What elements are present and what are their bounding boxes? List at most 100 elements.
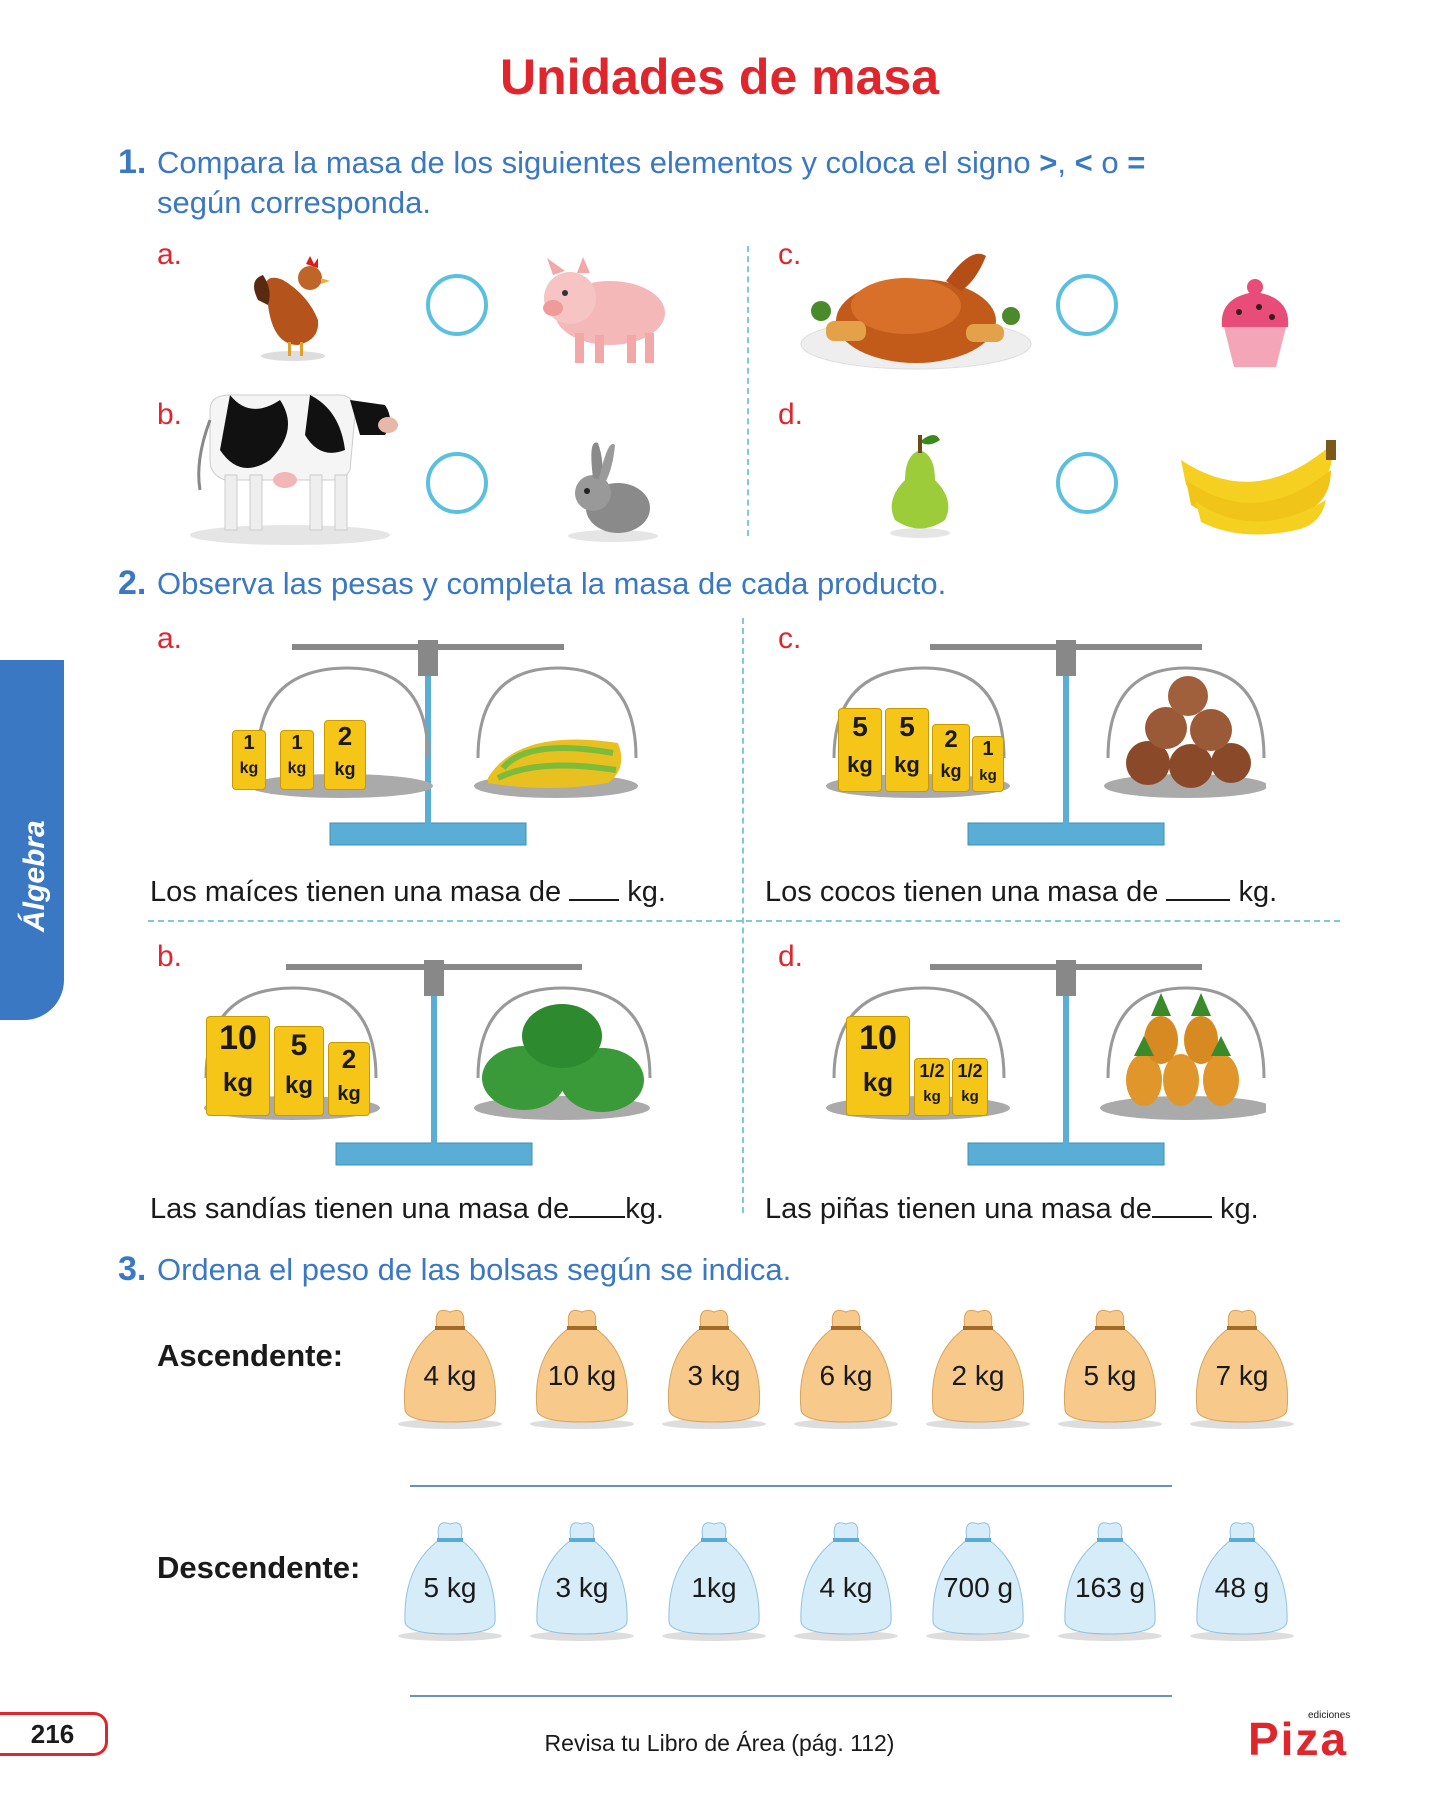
q1-sign-lt: <: [1074, 145, 1093, 180]
plastic-bag-icon: [530, 1522, 634, 1641]
bag-label: 48 g: [1214, 1572, 1270, 1603]
weight-value: 5: [899, 711, 915, 742]
descending-bags: 5 kg 3 kg 1kg 4 kg 700 g 163 g 48 g: [395, 1512, 1315, 1652]
q2-item-c-blank[interactable]: [1166, 899, 1231, 901]
bag[interactable]: 3 kg: [659, 1300, 769, 1430]
q1-item-c-letter: c.: [778, 238, 802, 271]
q2-item-b-sentence: Las sandías tienen una masa de kg.: [150, 1193, 664, 1226]
weight-value: 1: [291, 732, 303, 754]
pig-icon: [543, 257, 665, 363]
sack-icon: [398, 1309, 502, 1429]
bag[interactable]: 5 kg: [395, 1512, 505, 1642]
bag-label: 5 kg: [1083, 1360, 1137, 1391]
ascending-answer-line[interactable]: [410, 1485, 1172, 1487]
q1-instruction: Compara la masa de los siguientes elemen…: [157, 143, 1347, 223]
weight-value: 1/2: [957, 1061, 983, 1081]
weight-unit: kg: [284, 1072, 313, 1099]
weight-unit: kg: [222, 1067, 254, 1097]
q2-item-d-sentence: Las piñas tienen una masa de kg.: [765, 1193, 1259, 1226]
weight: 10 kg: [206, 1016, 270, 1116]
q1-item-a-answer-circle[interactable]: [426, 274, 488, 336]
q3-instruction: Ordena el peso de las bolsas según se in…: [157, 1252, 792, 1287]
bag[interactable]: 6 kg: [791, 1300, 901, 1430]
q2-item-d-blank[interactable]: [1151, 1216, 1212, 1218]
bag[interactable]: 163 g: [1055, 1512, 1165, 1642]
weight-value: 2: [341, 1044, 357, 1074]
bag[interactable]: 3 kg: [527, 1512, 637, 1642]
descending-answer-line[interactable]: [410, 1695, 1172, 1697]
bag-label: 10 kg: [547, 1360, 617, 1391]
sack-icon: [530, 1309, 634, 1429]
weight-unit: kg: [847, 752, 873, 777]
weight-unit: kg: [894, 752, 920, 777]
weight-unit: kg: [961, 1088, 979, 1105]
bag-label: 5 kg: [423, 1572, 477, 1603]
sack-icon: [1190, 1309, 1294, 1429]
weight-value: 10: [219, 1019, 257, 1057]
bag[interactable]: 1kg: [659, 1512, 769, 1642]
bag-label: 2 kg: [951, 1360, 1005, 1391]
q2-number: 2.: [118, 564, 147, 602]
weight: 2 kg: [328, 1042, 370, 1116]
sentence-unit: kg.: [1220, 1193, 1259, 1225]
q1-item-d-letter: d.: [778, 398, 804, 431]
weight-value: 1: [982, 738, 994, 760]
q1-sep-or: o: [1101, 145, 1119, 180]
bag-label: 4 kg: [819, 1572, 873, 1603]
bag[interactable]: 7 kg: [1187, 1300, 1297, 1430]
bag[interactable]: 5 kg: [1055, 1300, 1165, 1430]
sack-icon: [662, 1309, 766, 1429]
q2-item-d-letter: d.: [778, 940, 804, 973]
sentence-text: Los maíces tienen una masa de: [150, 876, 562, 908]
q1-item-b-letter: b.: [157, 398, 183, 431]
weight-value: 10: [859, 1019, 897, 1057]
descending-label: Descendente:: [157, 1550, 361, 1585]
bag[interactable]: 2 kg: [923, 1300, 1033, 1430]
q2-item-b-blank[interactable]: [569, 1216, 626, 1218]
weight-value: 5: [852, 711, 868, 742]
bag[interactable]: 48 g: [1187, 1512, 1297, 1642]
logo-subtitle: ediciones: [1308, 1710, 1351, 1721]
weight: 1 kg: [280, 730, 314, 790]
bag[interactable]: 700 g: [923, 1512, 1033, 1642]
weight: 1 kg: [232, 730, 266, 790]
weight-value: 1: [243, 732, 255, 754]
weight: 5 kg: [838, 708, 882, 792]
bag-label: 6 kg: [819, 1360, 873, 1391]
sentence-text: Los cocos tienen una masa de: [765, 876, 1159, 908]
sentence-text: Las piñas tienen una masa de: [765, 1193, 1152, 1225]
hen-icon: [254, 256, 330, 361]
q2-item-a-sentence: Los maíces tienen una masa de kg.: [150, 876, 666, 909]
plastic-bag-icon: [398, 1522, 502, 1641]
sentence-unit: kg.: [627, 876, 666, 908]
bag[interactable]: 4 kg: [791, 1512, 901, 1642]
ascending-bags: 4 kg 10 kg 3 kg 6 kg 2 kg 5 kg 7 kg: [395, 1300, 1315, 1440]
q1-sep: ,: [1057, 145, 1066, 180]
page-number: 216: [0, 1712, 108, 1756]
weight: 2 kg: [932, 724, 970, 792]
bag[interactable]: 10 kg: [527, 1300, 637, 1430]
cupcake-icon: [1221, 279, 1289, 367]
sentence-text: Las sandías tienen una masa de: [150, 1193, 570, 1225]
bag[interactable]: 4 kg: [395, 1300, 505, 1430]
side-tab-label: Álgebra: [18, 820, 51, 932]
bag-label: 163 g: [1074, 1572, 1146, 1603]
q2-item-a-blank[interactable]: [569, 899, 620, 901]
weight: 1/2 kg: [914, 1058, 950, 1116]
weight: 1 kg: [972, 736, 1004, 792]
q3-number: 3.: [118, 1250, 147, 1288]
weight-value: 5: [290, 1029, 308, 1062]
q1-item-c-answer-circle[interactable]: [1056, 274, 1118, 336]
q2-item-a-letter: a.: [157, 622, 183, 655]
bag-label: 7 kg: [1215, 1360, 1269, 1391]
bag-label: 700 g: [942, 1572, 1014, 1603]
weight-unit: kg: [337, 1083, 361, 1105]
plastic-bag-icon: [1190, 1522, 1294, 1641]
plastic-bag-icon: [794, 1522, 898, 1641]
q1-sign-eq: =: [1127, 145, 1146, 180]
weight: 2 kg: [324, 720, 366, 790]
sack-icon: [794, 1309, 898, 1429]
q1-item-b-answer-circle[interactable]: [426, 452, 488, 514]
weight-unit: kg: [862, 1067, 894, 1097]
q1-item-d-answer-circle[interactable]: [1056, 452, 1118, 514]
